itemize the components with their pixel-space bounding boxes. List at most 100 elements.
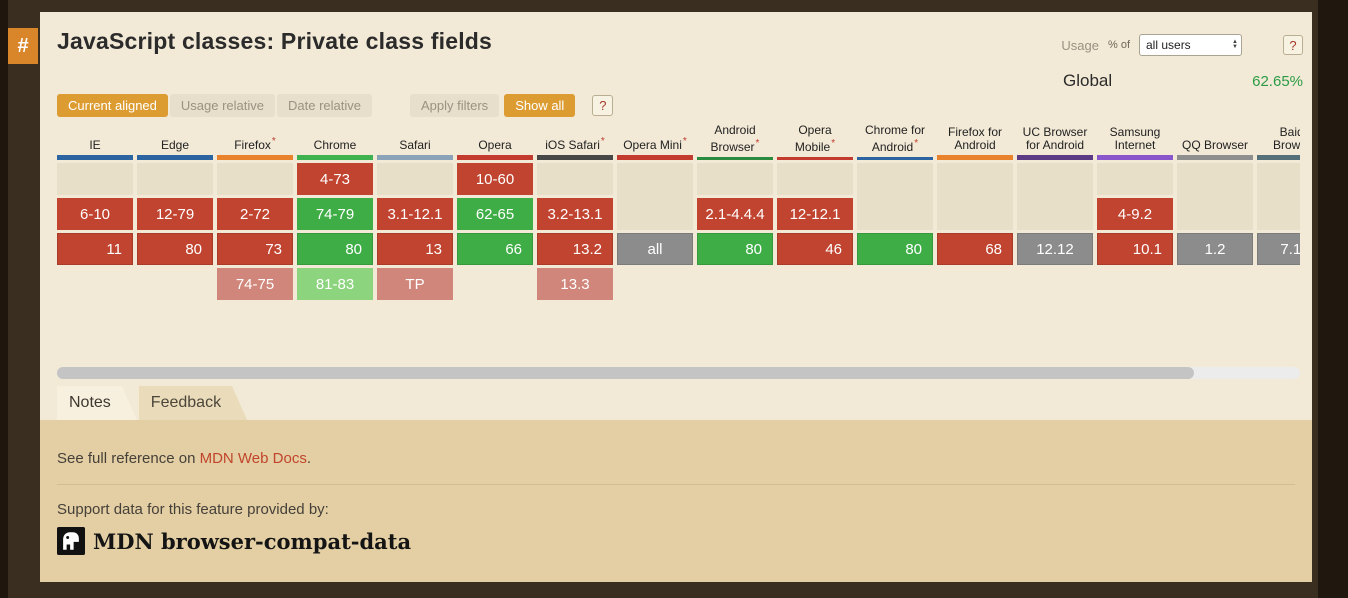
browser-color-bar xyxy=(777,157,853,160)
compat-cell[interactable]: 10.1 xyxy=(1097,233,1173,265)
compat-cell[interactable]: 13 xyxy=(377,233,453,265)
compat-cell[interactable]: 80 xyxy=(697,233,773,265)
mdn-dino-logo-icon xyxy=(57,527,85,555)
browser-name: Chrome xyxy=(313,138,357,152)
global-usage: Global 62.65% xyxy=(1063,71,1303,91)
compat-cell[interactable]: 13.3 xyxy=(537,268,613,300)
compat-cell[interactable]: 80 xyxy=(137,233,213,265)
browser-name: QQ Browser xyxy=(1181,138,1248,152)
browser-color-bar xyxy=(297,155,373,160)
compat-cell[interactable]: 6-10 xyxy=(57,198,133,230)
compat-cell[interactable]: 12-79 xyxy=(137,198,213,230)
compat-cell[interactable]: 3.2-13.1 xyxy=(537,198,613,230)
browser-color-bar xyxy=(217,155,293,160)
usage-help-button[interactable]: ? xyxy=(1283,35,1303,55)
compat-cell[interactable]: 73 xyxy=(217,233,293,265)
compat-cell[interactable]: 68 xyxy=(937,233,1013,265)
compat-cell[interactable]: 80 xyxy=(297,233,373,265)
browser-name: Chrome for Android* xyxy=(864,124,926,154)
note-marker-icon: * xyxy=(831,138,836,149)
usage-label: Usage xyxy=(1061,37,1099,53)
compat-cell[interactable]: 1.2 xyxy=(1177,233,1253,265)
browser-name: Android Browser* xyxy=(710,124,760,154)
compat-cell[interactable]: 4-9.2 xyxy=(1097,198,1173,230)
compat-cell[interactable]: all xyxy=(617,233,693,265)
note-marker-icon: * xyxy=(271,136,276,147)
compat-cell xyxy=(1097,163,1173,195)
compat-cell xyxy=(937,163,1013,230)
reference-prefix: See full reference on xyxy=(57,450,200,467)
horizontal-scrollbar[interactable] xyxy=(57,367,1300,379)
compat-cell[interactable]: 3.1-12.1 xyxy=(377,198,453,230)
usage-controls: Usage % of all users ▲ ▼ ? xyxy=(1061,34,1303,56)
browser-name: Baidu Browser xyxy=(1272,125,1300,152)
compat-cell[interactable]: 10-60 xyxy=(457,163,533,195)
compat-cell xyxy=(57,163,133,195)
browser-color-bar xyxy=(857,157,933,160)
browser-column: UC Browser for Android 12.12 xyxy=(1017,124,1093,303)
compat-cell[interactable]: 7.12 xyxy=(1257,233,1300,265)
browser-name: Safari xyxy=(399,138,431,152)
browser-column: IE 6-10 11 xyxy=(57,124,133,303)
browser-color-bar xyxy=(937,155,1013,160)
browser-column: Chrome for Android* 80 xyxy=(857,124,933,303)
browser-color-bar xyxy=(1017,155,1093,160)
usage-relative-button[interactable]: Usage relative xyxy=(169,94,275,117)
browser-column: Edge 12-79 80 xyxy=(137,124,213,303)
browser-color-bar xyxy=(457,155,533,160)
compat-cell[interactable]: 2-72 xyxy=(217,198,293,230)
compat-cell[interactable]: 13.2 xyxy=(537,233,613,265)
browser-color-bar xyxy=(1097,155,1173,160)
tab-feedback-label: Feedback xyxy=(150,394,222,411)
tab-feedback[interactable]: Feedback xyxy=(139,386,247,420)
date-relative-button[interactable]: Date relative xyxy=(277,94,372,117)
current-aligned-button[interactable]: Current aligned xyxy=(57,94,168,117)
show-all-button[interactable]: Show all xyxy=(504,94,576,117)
browser-column: Firefox for Android 68 xyxy=(937,124,1013,303)
usage-dropdown-value: all users xyxy=(1146,38,1191,52)
apply-filters-button[interactable]: Apply filters xyxy=(409,94,500,117)
browser-name: Firefox* xyxy=(234,136,276,152)
compat-cell xyxy=(377,163,453,195)
feature-anchor-badge[interactable]: # xyxy=(8,28,38,64)
compat-cell xyxy=(1017,163,1093,230)
view-toolbar: Current aligned Usage relative Date rela… xyxy=(57,94,614,117)
browser-color-bar xyxy=(137,155,213,160)
browser-name: Opera Mobile* xyxy=(794,124,836,154)
compat-cell[interactable]: 12-12.1 xyxy=(777,198,853,230)
browser-name: iOS Safari* xyxy=(545,136,605,152)
browser-column: Opera Mobile* 12-12.1 46 xyxy=(777,124,853,303)
reference-suffix: . xyxy=(306,450,312,467)
compat-cell[interactable]: 74-75 xyxy=(217,268,293,300)
compat-cell xyxy=(137,163,213,195)
compat-cell[interactable]: TP xyxy=(377,268,453,300)
compat-cell xyxy=(217,163,293,195)
browser-column: Android Browser* 2.1-4.4.4 80 xyxy=(697,124,773,303)
compat-cell[interactable]: 66 xyxy=(457,233,533,265)
mdn-web-docs-link[interactable]: MDN Web Docs xyxy=(199,450,307,467)
compat-cell[interactable]: 12.12 xyxy=(1017,233,1093,265)
compat-cell[interactable]: 11 xyxy=(57,233,133,265)
browser-column-header: iOS Safari* xyxy=(537,124,613,160)
browser-column: Chrome 4-73 74-79 80 81-83 xyxy=(297,124,373,303)
toolbar-help-button[interactable]: ? xyxy=(592,95,614,116)
browser-column-header: Opera xyxy=(457,124,533,160)
provider-name[interactable]: MDN browser-compat-data xyxy=(93,528,412,554)
browser-color-bar xyxy=(617,155,693,160)
usage-dropdown[interactable]: all users ▲ ▼ xyxy=(1139,34,1242,56)
compat-cell[interactable]: 62-65 xyxy=(457,198,533,230)
tab-notes[interactable]: Notes xyxy=(57,386,137,420)
browser-color-bar xyxy=(537,155,613,160)
compat-cell[interactable]: 80 xyxy=(857,233,933,265)
compat-cell xyxy=(1177,163,1253,230)
scrollbar-thumb[interactable] xyxy=(57,367,1195,379)
compat-cell[interactable]: 4-73 xyxy=(297,163,373,195)
compat-cell[interactable]: 81-83 xyxy=(297,268,373,300)
feature-title: JavaScript classes: Private class fields xyxy=(57,28,493,54)
compat-cell[interactable]: 2.1-4.4.4 xyxy=(697,198,773,230)
compat-cell[interactable]: 74-79 xyxy=(297,198,373,230)
compat-cell[interactable]: 46 xyxy=(777,233,853,265)
browser-column-header: Samsung Internet xyxy=(1097,124,1173,160)
browser-column-header: Opera Mobile* xyxy=(777,124,853,160)
